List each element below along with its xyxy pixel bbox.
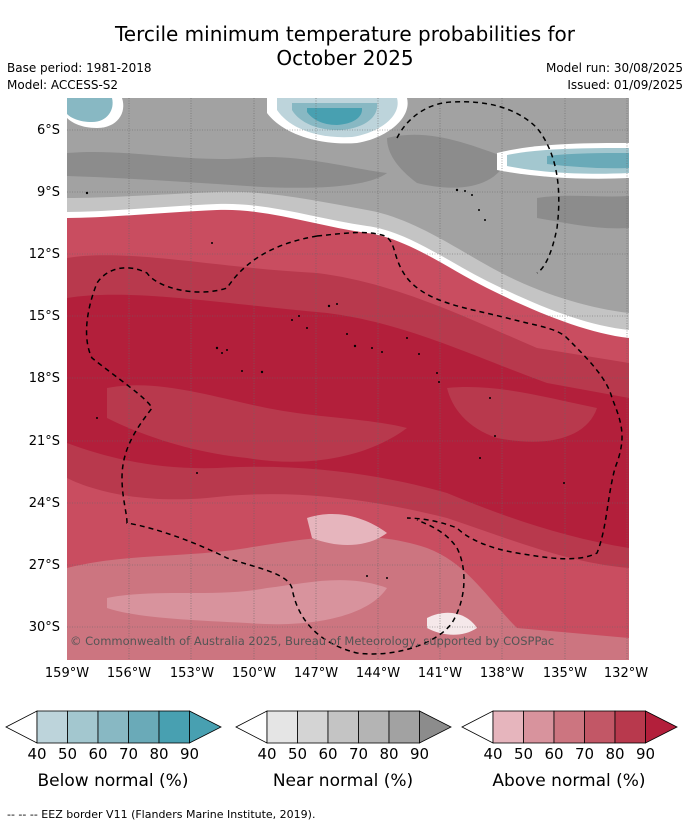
below-normal-label: Below normal (%) <box>37 771 189 791</box>
eez-footnote: -- -- -- EEZ border V11 (Flanders Marine… <box>7 808 316 821</box>
near-tick-50: 50 <box>287 745 308 763</box>
near-normal-label: Near normal (%) <box>272 771 414 791</box>
near-tick-60: 60 <box>318 745 338 763</box>
below-normal-60-nw <box>67 98 113 122</box>
below-tick-40: 40 <box>27 745 47 763</box>
below-normal-90-north <box>307 108 363 125</box>
above-cb-arrow-right <box>645 710 678 744</box>
title-line-1: Tercile minimum temperature probabilitie… <box>114 22 576 46</box>
lon-label-132w: 132°W <box>603 666 649 681</box>
lat-label-30s: 30°S <box>28 620 60 635</box>
title-line-2: October 2025 <box>276 46 414 70</box>
below-cb-bin-40 <box>36 710 68 744</box>
lon-label-138w: 138°W <box>479 666 525 681</box>
meta-left: Base period: 1981-2018 Model: ACCESS-S2 <box>7 60 152 94</box>
near-normal-colorbar <box>235 710 452 744</box>
lat-label-21s: 21°S <box>28 434 60 449</box>
below-normal-colorbar <box>5 710 222 744</box>
lat-label-15s: 15°S <box>28 309 60 324</box>
lat-label-27s: 27°S <box>28 558 60 573</box>
near-cb-bin-80 <box>388 710 420 744</box>
below-normal-80-east <box>547 153 629 169</box>
above-normal-patch-east <box>447 387 597 442</box>
near-cb-arrow-left <box>235 710 268 744</box>
map-title: Tercile minimum temperature probabilitie… <box>0 22 690 70</box>
above-tick-40: 40 <box>483 745 503 763</box>
probability-map: © Commonwealth of Australia 2025, Bureau… <box>67 98 629 660</box>
lon-label-156w: 156°W <box>106 666 152 681</box>
above-normal-colorbar <box>461 710 678 744</box>
below-tick-70: 70 <box>118 745 139 763</box>
near-tick-40: 40 <box>257 745 277 763</box>
near-tick-90: 90 <box>409 745 430 763</box>
graticule <box>67 98 629 660</box>
copyright-notice: © Commonwealth of Australia 2025, Bureau… <box>70 634 554 648</box>
lon-label-141w: 141°W <box>417 666 463 681</box>
above-normal-patch <box>107 385 407 462</box>
model-name: Model: ACCESS-S2 <box>7 78 119 92</box>
model-run: Model run: 30/08/2025 <box>545 61 683 75</box>
below-cb-arrow-left <box>5 710 38 744</box>
above-tick-50: 50 <box>513 745 534 763</box>
above-cb-arrow-left <box>461 710 494 744</box>
below-tick-80: 80 <box>149 745 169 763</box>
lon-label-135w: 135°W <box>542 666 588 681</box>
near-cb-bin-70 <box>358 710 390 744</box>
above-tick-70: 70 <box>574 745 595 763</box>
near-normal-90-patch <box>387 134 507 188</box>
base-period: Base period: 1981-2018 <box>7 61 152 75</box>
lon-label-147w: 147°W <box>293 666 339 681</box>
near-cb-bin-40 <box>266 710 298 744</box>
issued-date: Issued: 01/09/2025 <box>567 78 683 92</box>
near-normal-90-patch-east <box>537 195 629 229</box>
above-cb-bin-80 <box>614 710 646 744</box>
eez-border-cook-islands <box>85 235 465 655</box>
above-tick-80: 80 <box>605 745 625 763</box>
above-tick-90: 90 <box>635 745 656 763</box>
above-normal-label: Above normal (%) <box>492 771 646 791</box>
near-cb-bin-60 <box>327 710 359 744</box>
above-cb-bin-40 <box>492 710 524 744</box>
below-tick-60: 60 <box>88 745 108 763</box>
below-tick-90: 90 <box>179 745 200 763</box>
lon-label-144w: 144°W <box>355 666 401 681</box>
above-normal-50-south <box>107 580 387 625</box>
above-cb-bin-60 <box>553 710 585 744</box>
lon-label-159w: 159°W <box>44 666 90 681</box>
eez-borders <box>85 100 623 655</box>
above-tick-60: 60 <box>544 745 564 763</box>
below-cb-bin-60 <box>97 710 129 744</box>
lat-label-24s: 24°S <box>28 496 60 511</box>
below-tick-50: 50 <box>57 745 78 763</box>
above-normal-white-patch <box>427 612 477 635</box>
lon-label-153w: 153°W <box>169 666 215 681</box>
above-normal-40-patch <box>307 513 387 545</box>
near-cb-arrow-right <box>419 710 452 744</box>
lon-label-150w: 150°W <box>231 666 277 681</box>
below-cb-bin-80 <box>158 710 190 744</box>
islands <box>85 188 565 579</box>
above-cb-bin-50 <box>523 710 555 744</box>
near-tick-80: 80 <box>379 745 399 763</box>
below-cb-bin-50 <box>67 710 99 744</box>
lat-label-6s: 6°S <box>36 123 60 138</box>
lat-label-12s: 12°S <box>28 247 60 262</box>
lat-label-9s: 9°S <box>36 185 60 200</box>
lat-label-18s: 18°S <box>28 371 60 386</box>
near-cb-bin-50 <box>297 710 329 744</box>
meta-right: Model run: 30/08/2025 Issued: 01/09/2025 <box>546 60 683 94</box>
below-cb-arrow-right <box>189 710 222 744</box>
near-tick-70: 70 <box>348 745 369 763</box>
below-cb-bin-70 <box>128 710 160 744</box>
above-cb-bin-70 <box>584 710 616 744</box>
near-normal-90-band <box>67 151 387 188</box>
